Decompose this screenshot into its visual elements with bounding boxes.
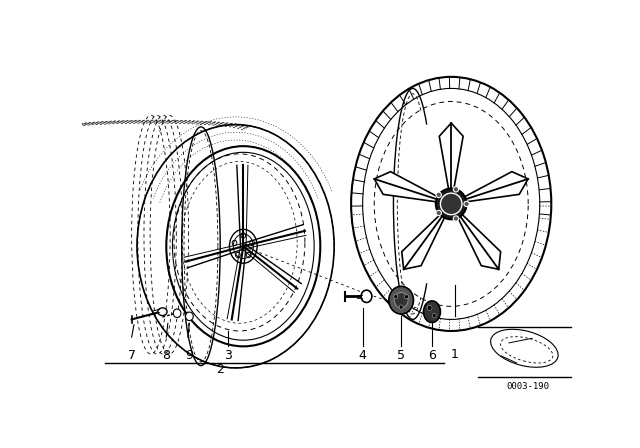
Polygon shape (461, 172, 528, 202)
Polygon shape (374, 172, 441, 202)
Text: 5: 5 (397, 349, 405, 362)
Ellipse shape (186, 312, 193, 321)
Ellipse shape (436, 192, 442, 198)
Text: 6: 6 (428, 349, 436, 362)
Ellipse shape (453, 186, 459, 192)
Ellipse shape (399, 305, 403, 309)
Ellipse shape (404, 295, 408, 299)
Ellipse shape (433, 313, 436, 318)
Ellipse shape (440, 193, 462, 215)
Ellipse shape (158, 308, 167, 315)
Polygon shape (439, 123, 463, 193)
Text: 3: 3 (224, 349, 232, 362)
Ellipse shape (464, 201, 469, 207)
Text: 1: 1 (451, 348, 459, 361)
Ellipse shape (428, 305, 432, 310)
Text: 8: 8 (163, 349, 170, 362)
Text: 4: 4 (358, 349, 367, 362)
Ellipse shape (394, 295, 397, 299)
Ellipse shape (389, 286, 413, 314)
Ellipse shape (436, 189, 467, 220)
Polygon shape (456, 212, 500, 269)
Ellipse shape (361, 290, 372, 302)
Ellipse shape (173, 309, 181, 318)
Ellipse shape (394, 293, 408, 308)
Text: 7: 7 (127, 349, 136, 362)
Text: 0003-190: 0003-190 (507, 382, 550, 391)
Text: 9: 9 (186, 349, 193, 362)
Ellipse shape (424, 301, 440, 323)
Ellipse shape (436, 210, 442, 215)
Text: 2: 2 (216, 363, 224, 376)
Ellipse shape (453, 216, 459, 221)
Polygon shape (402, 212, 446, 269)
